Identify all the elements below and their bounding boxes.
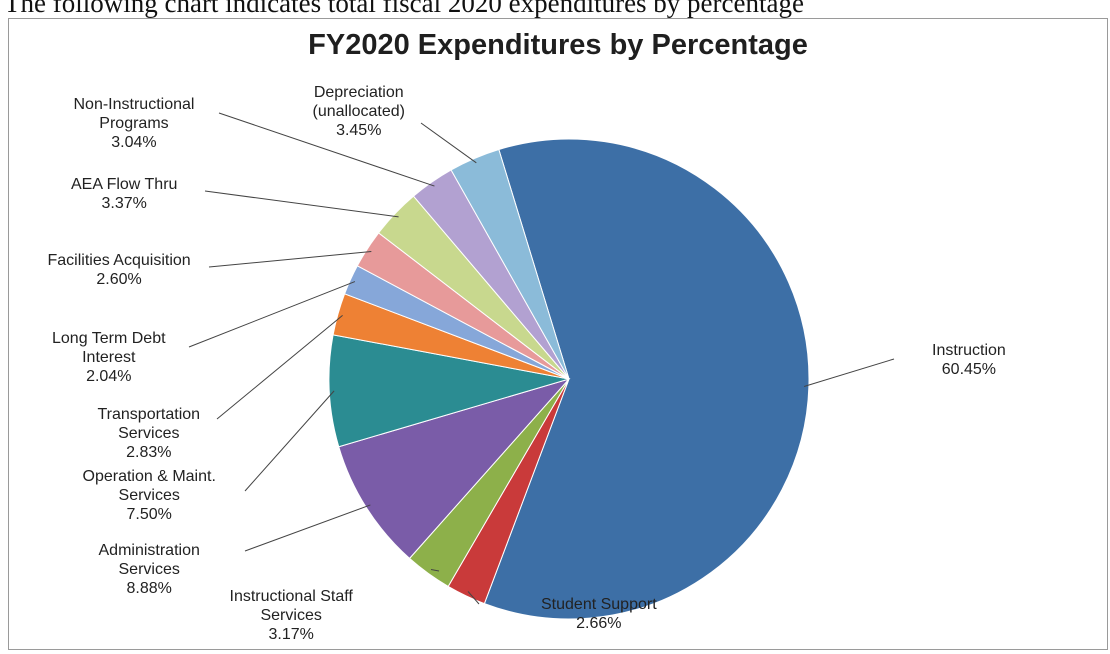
leader-line — [204, 190, 399, 218]
slice-label-name: Student Support — [541, 596, 657, 613]
leader-line — [216, 314, 343, 420]
leader-line — [208, 251, 372, 268]
slice-label: Instructional Staff Services 3.17% — [230, 587, 353, 644]
intro-text: The following chart indicates total fisc… — [4, 0, 804, 18]
leader-line — [467, 591, 480, 605]
pie-slice-depreciation — [450, 148, 570, 380]
leader-line — [803, 358, 895, 387]
slice-label: Long Term Debt Interest 2.04% — [52, 329, 166, 386]
slice-label: Student Support 2.66% — [541, 595, 657, 633]
slice-label: Transportation Services 2.83% — [98, 405, 201, 462]
pie-slice-administration — [338, 378, 571, 560]
slice-label: Operation & Maint. Services 7.50% — [83, 467, 216, 524]
slice-label-name: Facilities Acquisition — [47, 252, 191, 269]
slice-label-value: 7.50% — [126, 506, 172, 523]
slice-label-value: 60.45% — [941, 361, 997, 378]
slice-label-name: Instructional Staff Services — [229, 588, 353, 624]
slice-label-name: AEA Flow Thru — [71, 176, 178, 193]
leader-line — [218, 112, 435, 187]
leader-line — [244, 390, 335, 492]
slice-label: Instruction 60.45% — [932, 341, 1006, 379]
slice-label-name: Depreciation (unallocated) — [312, 84, 406, 120]
slice-label: Administration Services 8.88% — [99, 541, 200, 598]
slice-label-name: Transportation Services — [97, 406, 201, 442]
slice-label: Non-Instructional Programs 3.04% — [74, 95, 195, 152]
slice-label: Depreciation (unallocated) 3.45% — [313, 83, 406, 140]
leader-line — [188, 281, 356, 348]
slice-label-name: Administration Services — [98, 542, 200, 578]
slice-label-value: 2.04% — [86, 368, 132, 385]
pie-slice-operation-maint — [328, 334, 570, 448]
slice-label: AEA Flow Thru 3.37% — [71, 175, 177, 213]
slice-label-value: 2.66% — [576, 615, 622, 632]
slice-label-value: 3.37% — [101, 195, 147, 212]
slice-label-value: 2.83% — [126, 444, 172, 461]
slice-label-value: 3.17% — [268, 626, 314, 643]
leader-line — [244, 504, 371, 552]
slice-label-value: 8.88% — [126, 580, 172, 597]
slice-label-value: 2.60% — [96, 271, 142, 288]
leader-line — [420, 122, 477, 164]
slice-label: Facilities Acquisition 2.60% — [48, 251, 191, 289]
leader-line — [430, 568, 440, 572]
chart-frame: FY2020 Expenditures by Percentage Instru… — [8, 18, 1108, 650]
slice-label-value: 3.04% — [111, 134, 157, 151]
slice-label-name: Long Term Debt Interest — [52, 330, 166, 366]
chart-title: FY2020 Expenditures by Percentage — [308, 29, 808, 61]
pie-slice-instruction — [483, 138, 810, 620]
slice-label-name: Non-Instructional Programs — [73, 96, 195, 132]
slice-label-value: 3.45% — [336, 122, 382, 139]
slice-label-name: Operation & Maint. Services — [82, 468, 216, 504]
pie-chart — [188, 112, 895, 620]
slice-label-name: Instruction — [932, 342, 1006, 359]
